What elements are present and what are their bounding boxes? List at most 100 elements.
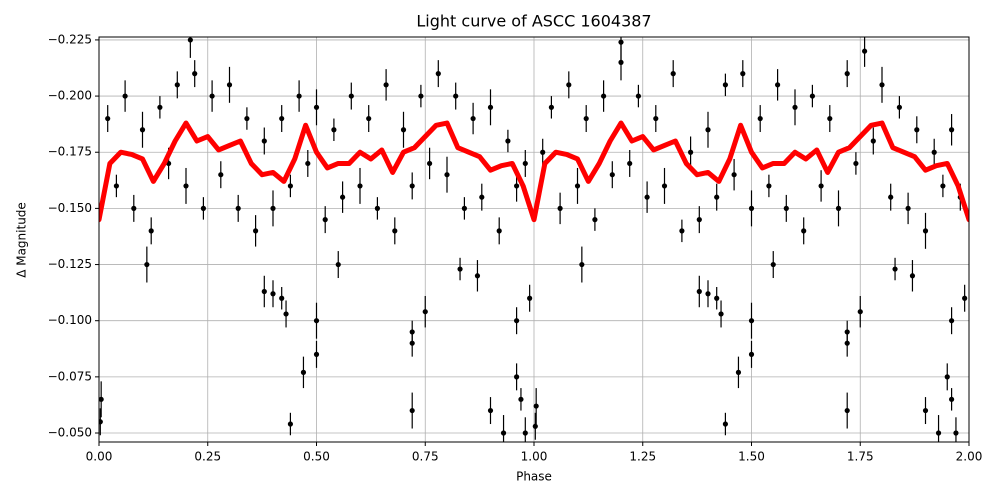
y-axis-label: Δ Magnitude	[15, 202, 29, 278]
x-tick-label: 0.50	[303, 450, 330, 464]
data-point	[139, 127, 146, 133]
data-point	[557, 205, 563, 211]
data-point	[283, 311, 289, 317]
data-point	[366, 115, 372, 122]
data-point	[953, 430, 959, 436]
data-point	[644, 194, 650, 200]
data-point	[548, 104, 555, 110]
data-point	[409, 329, 415, 335]
data-point	[99, 396, 104, 402]
data-point	[479, 194, 485, 200]
data-point	[279, 295, 285, 301]
data-point	[235, 205, 241, 211]
y-tick-label: −0.225	[48, 32, 92, 46]
data-point	[287, 183, 293, 189]
data-point	[579, 261, 585, 268]
data-point	[718, 311, 724, 317]
data-point	[714, 295, 720, 301]
data-point	[444, 172, 450, 178]
data-point	[99, 419, 103, 425]
y-tick-label: −0.075	[48, 369, 92, 383]
plot-area	[99, 37, 969, 442]
data-point	[435, 71, 441, 77]
data-point	[532, 423, 538, 429]
data-point	[601, 93, 607, 99]
data-point	[226, 82, 233, 88]
data-point	[518, 396, 524, 402]
data-point	[766, 183, 772, 189]
data-point	[705, 127, 711, 133]
data-point	[627, 160, 633, 167]
data-point	[313, 318, 320, 324]
data-point	[113, 183, 119, 189]
data-point	[748, 205, 755, 211]
x-axis-label: Phase	[516, 470, 552, 484]
data-point	[218, 172, 224, 178]
data-point	[748, 318, 755, 324]
x-tick-label: 0.25	[194, 450, 221, 464]
data-point	[935, 430, 942, 436]
data-point	[888, 194, 894, 200]
data-point	[470, 115, 476, 122]
data-point	[392, 228, 398, 234]
data-point	[522, 430, 528, 436]
data-point	[514, 183, 520, 189]
y-tick-label: −0.200	[48, 89, 92, 103]
data-point	[870, 138, 876, 144]
data-point	[335, 261, 341, 268]
data-point	[844, 329, 850, 335]
data-point	[722, 82, 729, 88]
data-point	[892, 266, 898, 272]
data-point	[949, 318, 955, 324]
data-point	[909, 273, 916, 279]
data-point	[122, 93, 128, 99]
data-point	[244, 115, 250, 122]
data-point	[270, 291, 276, 297]
data-point	[183, 183, 189, 189]
data-point	[474, 273, 481, 279]
data-point	[635, 93, 642, 99]
x-tick-label: 1.00	[521, 450, 548, 464]
x-tick-label: 1.75	[847, 450, 874, 464]
data-point	[174, 82, 180, 88]
data-point	[853, 160, 859, 167]
data-point	[261, 138, 267, 144]
x-tick-label: 0.75	[412, 450, 439, 464]
data-point	[322, 217, 328, 223]
data-point	[862, 48, 868, 54]
data-point	[714, 194, 720, 200]
data-point	[383, 82, 389, 88]
data-point	[696, 217, 702, 223]
data-point	[618, 39, 624, 45]
data-point	[505, 138, 511, 144]
chart-title: Light curve of ASCC 1604387	[416, 12, 651, 31]
data-point	[922, 228, 929, 234]
data-point	[722, 421, 729, 427]
data-point	[313, 104, 320, 110]
data-point	[331, 127, 337, 133]
data-point	[348, 93, 354, 99]
data-point	[496, 228, 502, 234]
x-tick-label: 1.25	[629, 450, 656, 464]
data-point	[457, 266, 463, 272]
data-point	[270, 205, 276, 211]
data-point	[940, 183, 946, 189]
data-point	[696, 288, 702, 295]
data-point	[148, 228, 154, 234]
data-point	[740, 71, 746, 77]
data-point	[583, 115, 589, 122]
data-point	[305, 160, 311, 167]
data-point	[409, 407, 415, 414]
data-point	[731, 172, 737, 178]
data-point	[357, 183, 363, 189]
data-point	[688, 149, 694, 155]
smoothed-line	[99, 120, 969, 223]
data-point	[879, 82, 885, 88]
data-point	[905, 205, 911, 211]
data-point	[527, 295, 533, 301]
data-point	[514, 374, 520, 380]
data-point	[500, 430, 507, 436]
data-point	[914, 127, 920, 133]
